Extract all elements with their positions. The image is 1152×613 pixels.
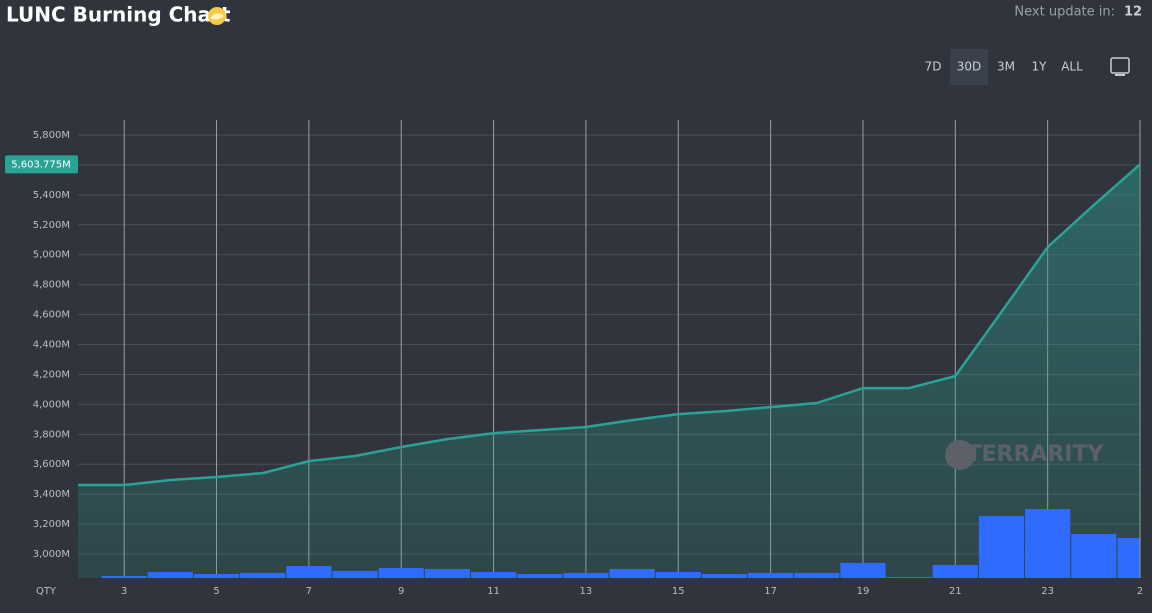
watermark-icon (945, 440, 975, 470)
luna-icon (208, 7, 226, 25)
range-button[interactable]: 3M (997, 60, 1015, 74)
bar (932, 564, 978, 578)
y-tick-label: 4,000M (33, 399, 70, 410)
y-tick-label: 4,600M (33, 310, 70, 321)
x-tick-label: 21 (949, 586, 962, 597)
x-tick-label: 9 (398, 586, 404, 597)
bar (609, 568, 655, 578)
x-tick-label: 13 (580, 586, 593, 597)
y-tick-label: 5,200M (33, 220, 70, 231)
range-button-bg (950, 49, 988, 85)
bar (886, 576, 932, 578)
y-tick-label: 3,400M (33, 489, 70, 500)
current-value-label: 5,603.775M (11, 159, 71, 170)
y-tick-label: 4,400M (33, 340, 70, 351)
bar (840, 562, 886, 578)
bar (101, 576, 147, 578)
x-tick-label: 11 (487, 586, 500, 597)
range-buttons: 7D 30D 3M 1Y ALL (925, 49, 1083, 85)
bar (701, 574, 748, 578)
y-tick-label: 3,200M (33, 519, 70, 530)
update-label: Next update in: (1014, 5, 1115, 20)
watermark: TERRARITY (966, 442, 1104, 467)
x-tick-label: 5 (213, 586, 219, 597)
y-tick-label: 3,000M (33, 549, 70, 560)
bar (794, 572, 840, 578)
y-tick-label: 3,800M (33, 429, 70, 440)
y-tick-label: 4,200M (33, 369, 70, 380)
x-tick-label: 23 (1041, 586, 1054, 597)
x-tick-label: 17 (764, 586, 777, 597)
y-tick-label: 3,600M (33, 459, 70, 470)
bar (193, 574, 240, 578)
fullscreen-button[interactable] (1110, 57, 1130, 76)
y-tick-label: 5,000M (33, 250, 70, 261)
bar (655, 572, 701, 578)
bar (1071, 534, 1117, 578)
bar (1025, 508, 1071, 578)
x-tick-label: 19 (857, 586, 870, 597)
current-value-badge (5, 155, 78, 174)
x-tick-label: 3 (121, 586, 127, 597)
update-value: 12 (1124, 5, 1142, 20)
bar (147, 572, 193, 578)
x-tick-label: 2 (1137, 586, 1143, 597)
bar (563, 572, 609, 578)
bar (470, 572, 517, 578)
bar (332, 570, 378, 578)
range-button[interactable]: 30D (957, 60, 982, 74)
x-tick-label: 7 (306, 586, 312, 597)
y-tick-label: 4,800M (33, 280, 70, 291)
area-fill (78, 164, 1140, 578)
line (78, 163, 1141, 487)
bar (517, 574, 563, 578)
plot: 3,000M 3,200M 3,400M 3,600M 3,800M 4,000M 4,20… (5, 120, 1143, 597)
bar (748, 572, 794, 578)
range-button[interactable]: ALL (1061, 60, 1083, 74)
range-button[interactable]: 1Y (1032, 60, 1048, 74)
bar (978, 516, 1025, 578)
y-tick-label: 5,800M (33, 130, 70, 141)
x-tick-label: 15 (672, 586, 685, 597)
page-title: LUNC Burning Chart (6, 3, 231, 27)
bar (1117, 538, 1140, 578)
bar (240, 572, 286, 578)
y-tick-label: 5,400M (33, 190, 70, 201)
range-button[interactable]: 7D (925, 60, 942, 74)
bar (286, 566, 332, 578)
bar (378, 568, 424, 578)
bar (424, 568, 470, 578)
x-axis-label: QTY (36, 586, 57, 597)
